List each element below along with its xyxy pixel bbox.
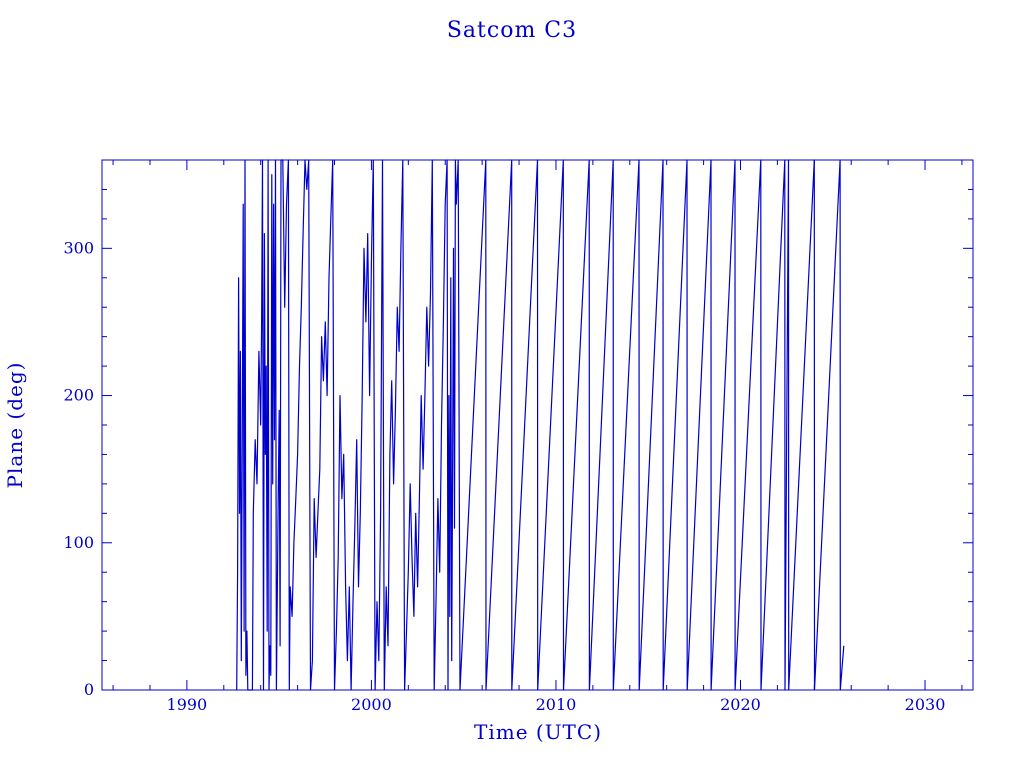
series-line [236,159,845,691]
x-tick-label: 2020 [720,695,761,714]
series-layer [236,159,845,691]
y-tick-label: 200 [63,386,94,405]
y-tick-label: 100 [63,533,94,552]
chart-title: Satcom C3 [447,18,577,43]
x-tick-label: 2030 [905,695,946,714]
y-axis-label: Plane (deg) [3,362,27,489]
axis-ticks [102,159,973,691]
x-tick-label: 1990 [167,695,208,714]
x-tick-label: 2010 [536,695,577,714]
x-axis-label: Time (UTC) [474,720,602,744]
y-tick-label: 0 [84,680,94,699]
axis-tick-labels: 1990 2000 2010 2020 2030 0 100 200 300 [63,238,945,714]
y-tick-label: 300 [63,238,94,257]
x-tick-label: 2000 [351,695,392,714]
